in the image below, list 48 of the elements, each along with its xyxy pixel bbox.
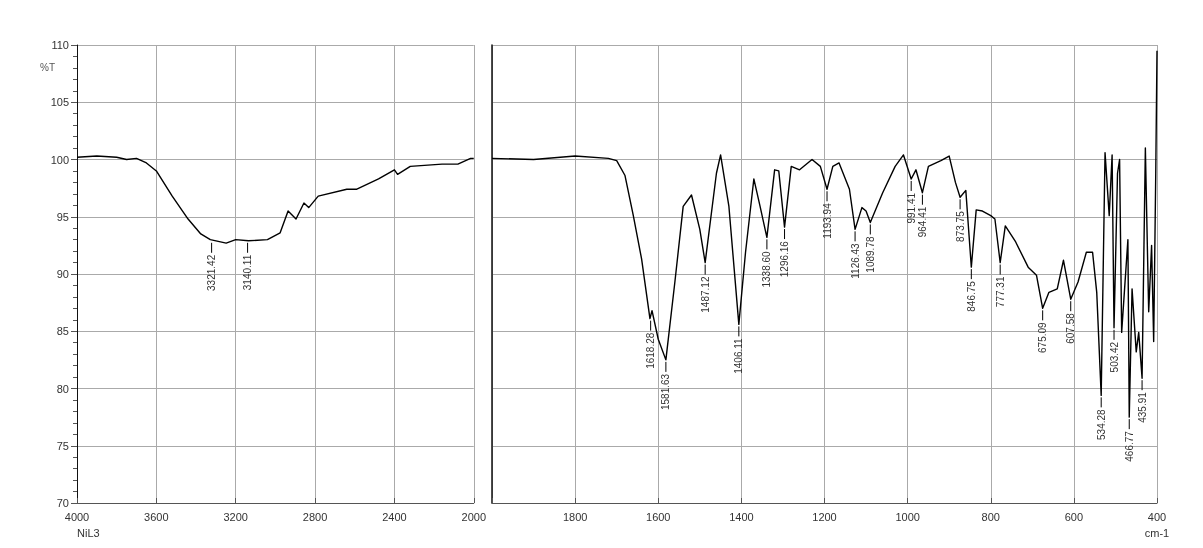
x-tick-label: 2800	[302, 510, 328, 523]
y-tick-label: 110	[51, 39, 69, 51]
annotation: 991.41	[905, 192, 917, 224]
x-tick-label: 3600	[144, 510, 169, 523]
x-tick-label: 1000	[895, 510, 920, 523]
annotation: 3140.11	[242, 254, 254, 291]
annotation: 1126.43	[849, 242, 861, 279]
annotation: 503.42	[1108, 341, 1120, 373]
x-tick-label: 800	[981, 510, 1000, 523]
y-tick-label: 100	[50, 153, 69, 166]
annotation: 1487.12	[699, 276, 711, 313]
annotation: 873.75	[954, 210, 966, 242]
text: NiL3	[77, 526, 100, 539]
annotation: 466.77	[1123, 430, 1135, 462]
annotation: 534.28	[1095, 408, 1107, 440]
annotation: 1618.28	[645, 332, 657, 369]
annotation: 607.58	[1065, 312, 1077, 344]
annotation: 1193.94	[821, 202, 833, 239]
annotation: 435.91	[1136, 391, 1148, 423]
annotation: 1089.78	[864, 236, 876, 273]
x-tick-label: 1400	[729, 510, 754, 523]
x-tick-label: 4000	[64, 510, 90, 523]
y-tick-label: 75	[56, 439, 69, 452]
annotation: 1406.11	[733, 337, 745, 374]
x-tick-label: 1200	[812, 510, 837, 523]
x-tick-label: 3200	[223, 510, 248, 523]
x-tick-label: 600	[1064, 510, 1084, 523]
annotation: 675.09	[1037, 321, 1049, 353]
x-tick-label: 1600	[646, 510, 671, 523]
annotation: 1338.60	[761, 250, 773, 288]
y-tick-label: 105	[50, 96, 69, 109]
y-tick-label: 70	[56, 497, 69, 509]
y-tick-label: 80	[56, 382, 69, 395]
annotation: 777.31	[994, 276, 1006, 308]
annotation: 846.75	[965, 280, 977, 312]
y-tick-label: 95	[56, 210, 69, 223]
x-tick-label: 1800	[562, 510, 588, 523]
y-axis-title: %T	[40, 61, 55, 73]
annotation: 964.41	[916, 206, 928, 238]
x-tick-label: 2400	[382, 510, 407, 523]
x-tick-label: 400	[1147, 510, 1167, 523]
y-tick-label: 90	[56, 268, 69, 280]
annotation: 3321.42	[206, 254, 218, 291]
annotation: 1581.63	[660, 373, 672, 411]
x-tick-label: 2000	[461, 510, 487, 523]
x-axis-title: cm-1	[1144, 526, 1170, 539]
y-tick-label: 85	[56, 325, 69, 338]
annotation: 1296.16	[779, 240, 791, 278]
